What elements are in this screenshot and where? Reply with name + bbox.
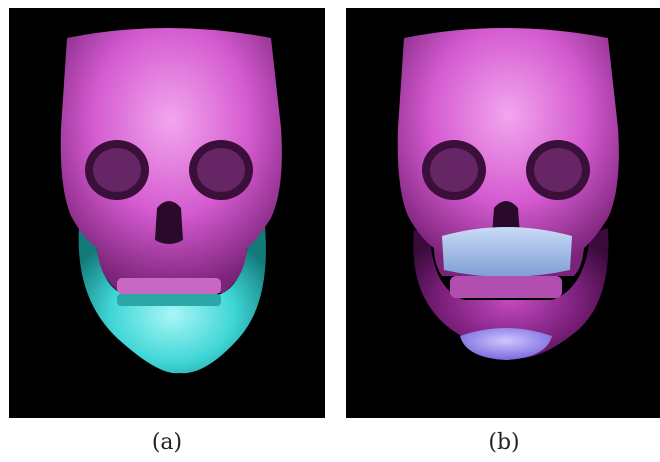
- chin-implant-shape: [460, 328, 552, 360]
- skull-render-b: [397, 28, 619, 360]
- skull-render-panel-a: [9, 8, 325, 418]
- cranium-shape: [60, 28, 282, 293]
- maxilla-teeth-shape: [442, 227, 572, 277]
- skull-render-panel-b: [346, 8, 660, 418]
- skull-render-a: [60, 28, 282, 374]
- mandible-shape: [413, 228, 609, 359]
- caption-b: (b): [488, 430, 520, 455]
- cranium-shape: [397, 28, 619, 276]
- caption-a: (a): [151, 430, 183, 455]
